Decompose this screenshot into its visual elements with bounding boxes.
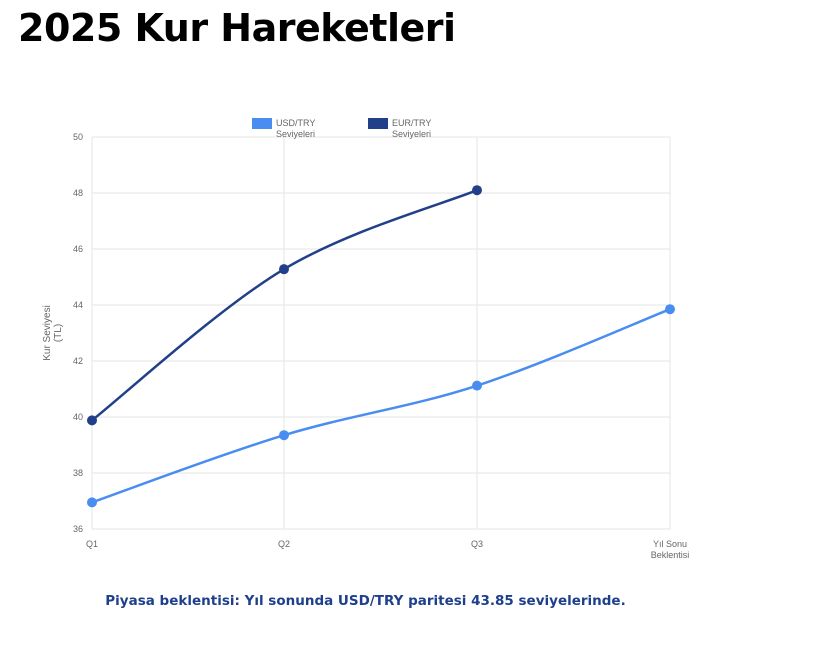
data-point xyxy=(472,185,482,196)
data-point xyxy=(279,264,289,275)
data-point xyxy=(87,415,97,426)
legend-swatch xyxy=(252,118,272,129)
data-point xyxy=(472,380,482,391)
y-tick-label: 36 xyxy=(73,524,83,534)
grid xyxy=(91,136,671,530)
chart-footnote: Piyasa beklentisi: Yıl sonunda USD/TRY p… xyxy=(105,593,626,609)
data-point xyxy=(665,304,675,315)
y-axis-title: Kur Seviyesi(TL) xyxy=(42,305,64,361)
x-tick-label: Yıl Sonu Beklentisi xyxy=(651,539,690,560)
y-tick-label: 44 xyxy=(73,300,83,310)
series-line xyxy=(91,308,671,504)
y-tick-label: 46 xyxy=(73,244,83,254)
y-tick-label: 40 xyxy=(73,412,83,422)
data-point xyxy=(87,497,97,508)
page-title: 2025 Kur Hareketleri xyxy=(18,6,456,50)
data-point xyxy=(279,430,289,441)
legend: USD/TRY Seviyeleri EUR/TRY Seviyeleri xyxy=(252,118,431,139)
y-tick-label: 38 xyxy=(73,468,83,478)
legend-label: EUR/TRY Seviyeleri xyxy=(392,118,431,139)
legend-label: USD/TRY Seviyeleri xyxy=(276,118,315,139)
y-tick-label: 50 xyxy=(73,132,83,142)
y-tick-label: 48 xyxy=(73,188,83,198)
axes: 36 38 40 42 44 46 48 50 Q1 Q2 Q3 Yıl Sonu Beklentisi… xyxy=(42,132,689,560)
y-tick-label: 42 xyxy=(73,356,83,366)
series xyxy=(87,185,675,508)
legend-swatch xyxy=(368,118,388,129)
x-tick-label: Q3 xyxy=(471,539,483,549)
x-tick-label: Q1 xyxy=(86,539,98,549)
x-tick-label: Q2 xyxy=(278,539,290,549)
